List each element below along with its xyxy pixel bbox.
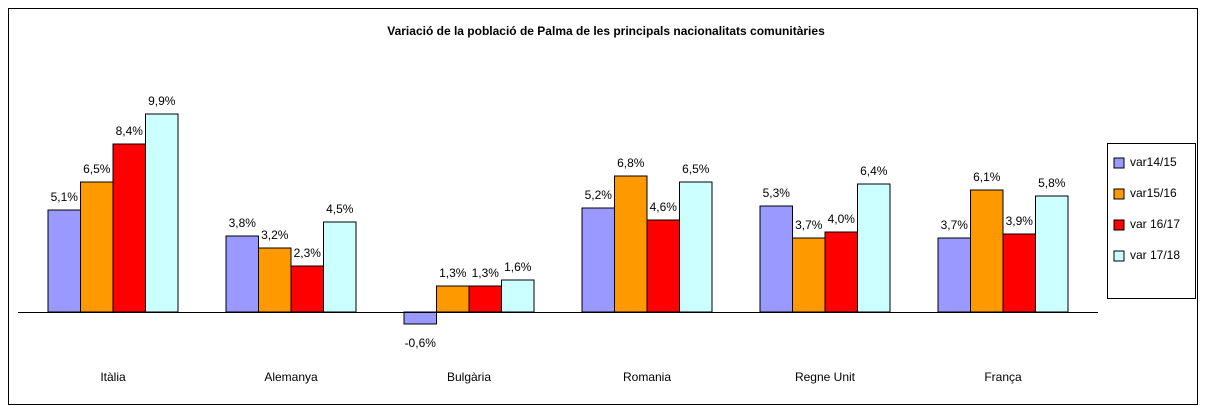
data-label: 5,3% [763, 186, 791, 200]
data-label: 6,1% [973, 170, 1001, 184]
data-label: 4,5% [326, 202, 354, 216]
bar [290, 265, 324, 313]
bar [112, 143, 146, 313]
data-label: 1,3% [439, 266, 467, 280]
data-label: 1,6% [504, 260, 532, 274]
bar [80, 181, 114, 313]
legend-swatch [1113, 157, 1125, 169]
data-label: 4,6% [650, 200, 678, 214]
data-label: 2,3% [294, 246, 322, 260]
bar [47, 209, 81, 313]
data-label: 3,2% [261, 228, 289, 242]
bar [759, 205, 793, 313]
chart-border [8, 8, 1198, 405]
bar [145, 113, 179, 313]
data-label: 4,0% [828, 212, 856, 226]
data-label: 3,7% [941, 218, 969, 232]
bar [679, 181, 713, 313]
data-label: 9,9% [148, 94, 176, 108]
bar [225, 235, 259, 313]
bar [436, 285, 470, 313]
bar [1002, 233, 1036, 313]
data-label: 3,7% [795, 218, 823, 232]
data-label: 5,8% [1038, 176, 1066, 190]
bar [646, 219, 680, 313]
legend-label: var 17/18 [1130, 248, 1180, 262]
data-label: 1,3% [472, 266, 500, 280]
bar [581, 207, 615, 313]
data-label: 8,4% [116, 124, 144, 138]
x-tick-label: Bulgària [447, 370, 491, 384]
data-label: 3,9% [1006, 214, 1034, 228]
legend-swatch [1113, 188, 1125, 200]
x-tick-label: Alemanya [264, 370, 318, 384]
legend-swatch [1113, 219, 1125, 231]
legend-label: var 16/17 [1130, 217, 1180, 231]
legend-swatch [1113, 250, 1125, 262]
bar [857, 183, 891, 313]
legend-label: var14/15 [1130, 155, 1177, 169]
data-label: 6,5% [682, 162, 710, 176]
data-label: 5,1% [51, 190, 79, 204]
bar [258, 247, 292, 313]
bar [937, 237, 971, 313]
bar [824, 231, 858, 313]
data-label: -0,6% [405, 336, 437, 350]
bar [614, 175, 648, 313]
data-label: 6,4% [860, 164, 888, 178]
bar [403, 311, 437, 325]
data-label: 6,8% [617, 156, 645, 170]
data-label: 6,5% [83, 162, 111, 176]
x-tick-label: Romania [623, 370, 671, 384]
bar [792, 237, 826, 313]
bar [468, 285, 502, 313]
bar [970, 189, 1004, 313]
bar [501, 279, 535, 313]
legend-label: var15/16 [1130, 186, 1177, 200]
bar [323, 221, 357, 313]
x-tick-label: França [984, 370, 1022, 384]
x-tick-label: Regne Unit [795, 370, 856, 384]
x-tick-label: Itàlia [100, 370, 126, 384]
data-label: 5,2% [585, 188, 613, 202]
chart-title: Variació de la població de Palma de les … [387, 24, 825, 38]
data-label: 3,8% [229, 216, 257, 230]
bar [1035, 195, 1069, 313]
